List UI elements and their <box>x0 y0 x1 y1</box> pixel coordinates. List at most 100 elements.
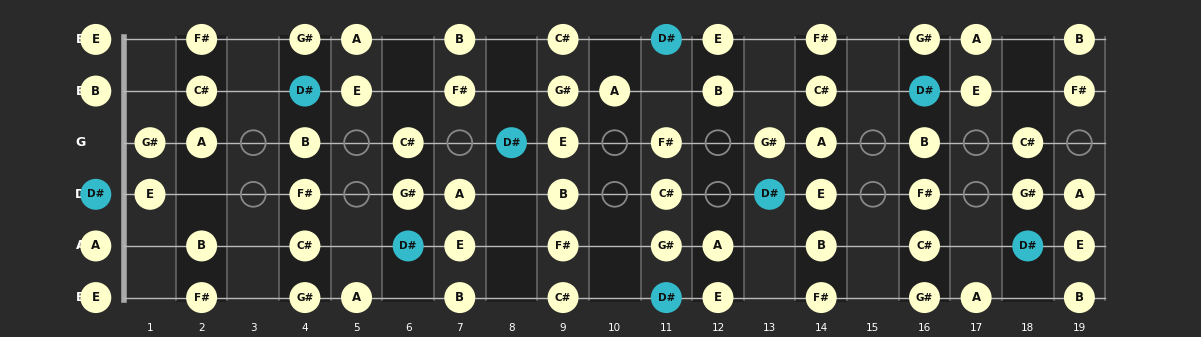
Text: F#: F# <box>1071 86 1087 96</box>
Text: A: A <box>713 240 723 252</box>
Text: C#: C# <box>555 293 572 303</box>
Circle shape <box>186 127 217 158</box>
Text: F#: F# <box>555 241 570 251</box>
Bar <box>795 35 847 302</box>
Bar <box>485 35 537 302</box>
Circle shape <box>186 282 217 313</box>
Circle shape <box>651 24 682 55</box>
Circle shape <box>341 75 372 106</box>
Text: A: A <box>197 136 207 149</box>
Text: C#: C# <box>1020 138 1036 148</box>
Circle shape <box>135 179 166 210</box>
Text: 17: 17 <box>969 323 982 333</box>
Circle shape <box>341 282 372 313</box>
Text: 7: 7 <box>456 323 464 333</box>
Bar <box>898 35 950 302</box>
Circle shape <box>703 231 734 262</box>
Text: 11: 11 <box>659 323 673 333</box>
Circle shape <box>703 282 734 313</box>
Text: A: A <box>610 85 620 97</box>
Text: C#: C# <box>400 138 417 148</box>
Circle shape <box>806 24 837 55</box>
Text: E: E <box>456 240 464 252</box>
Text: C#: C# <box>555 34 572 44</box>
Text: C#: C# <box>658 189 675 199</box>
Text: A: A <box>352 291 362 304</box>
Circle shape <box>1064 24 1095 55</box>
Circle shape <box>289 179 321 210</box>
Circle shape <box>80 75 112 106</box>
Text: B: B <box>558 188 568 201</box>
Circle shape <box>1064 179 1095 210</box>
Bar <box>743 35 795 302</box>
Bar <box>124 35 175 302</box>
Text: E: E <box>817 188 825 201</box>
Circle shape <box>909 282 940 313</box>
Circle shape <box>289 282 321 313</box>
Text: 1: 1 <box>147 323 154 333</box>
Text: D#: D# <box>503 138 520 148</box>
Text: A: A <box>1075 188 1085 201</box>
Text: D#: D# <box>761 189 778 199</box>
Text: B: B <box>1075 33 1083 46</box>
Text: B: B <box>455 291 465 304</box>
Text: A: A <box>455 188 465 201</box>
Bar <box>330 35 382 302</box>
Text: E: E <box>91 33 100 46</box>
Circle shape <box>393 179 424 210</box>
Bar <box>279 35 330 302</box>
Bar <box>950 35 1002 302</box>
Text: 13: 13 <box>763 323 776 333</box>
Circle shape <box>548 24 579 55</box>
Text: D#: D# <box>1020 241 1036 251</box>
Text: 15: 15 <box>866 323 879 333</box>
Circle shape <box>1064 75 1095 106</box>
Bar <box>847 35 898 302</box>
Bar <box>692 35 743 302</box>
Circle shape <box>1064 231 1095 262</box>
Circle shape <box>651 127 682 158</box>
Text: E: E <box>147 188 154 201</box>
Text: E: E <box>91 291 100 304</box>
Circle shape <box>135 127 166 158</box>
Text: G#: G# <box>916 293 933 303</box>
Text: G#: G# <box>658 241 675 251</box>
Circle shape <box>961 282 992 313</box>
Circle shape <box>1012 231 1044 262</box>
Circle shape <box>961 24 992 55</box>
Bar <box>588 35 640 302</box>
Text: A: A <box>76 240 85 252</box>
Bar <box>227 35 279 302</box>
Text: G#: G# <box>555 86 572 96</box>
Text: 18: 18 <box>1021 323 1034 333</box>
Text: 16: 16 <box>918 323 931 333</box>
Text: F#: F# <box>916 189 932 199</box>
Circle shape <box>806 179 837 210</box>
Circle shape <box>548 127 579 158</box>
Text: 2: 2 <box>198 323 205 333</box>
Circle shape <box>80 282 112 313</box>
Text: C#: C# <box>297 241 313 251</box>
Text: A: A <box>972 291 981 304</box>
Bar <box>434 35 485 302</box>
Text: 9: 9 <box>560 323 567 333</box>
Circle shape <box>703 24 734 55</box>
Text: C#: C# <box>193 86 210 96</box>
Circle shape <box>444 24 476 55</box>
Circle shape <box>496 127 527 158</box>
Circle shape <box>186 75 217 106</box>
Text: G#: G# <box>297 293 313 303</box>
Text: A: A <box>817 136 826 149</box>
Text: 14: 14 <box>814 323 827 333</box>
Text: B: B <box>300 136 310 149</box>
Text: E: E <box>76 291 84 304</box>
Circle shape <box>909 127 940 158</box>
Circle shape <box>289 24 321 55</box>
Text: A: A <box>972 33 981 46</box>
Circle shape <box>651 179 682 210</box>
Text: B: B <box>197 240 207 252</box>
Circle shape <box>444 282 476 313</box>
Circle shape <box>1012 127 1044 158</box>
Bar <box>640 35 692 302</box>
Circle shape <box>703 75 734 106</box>
